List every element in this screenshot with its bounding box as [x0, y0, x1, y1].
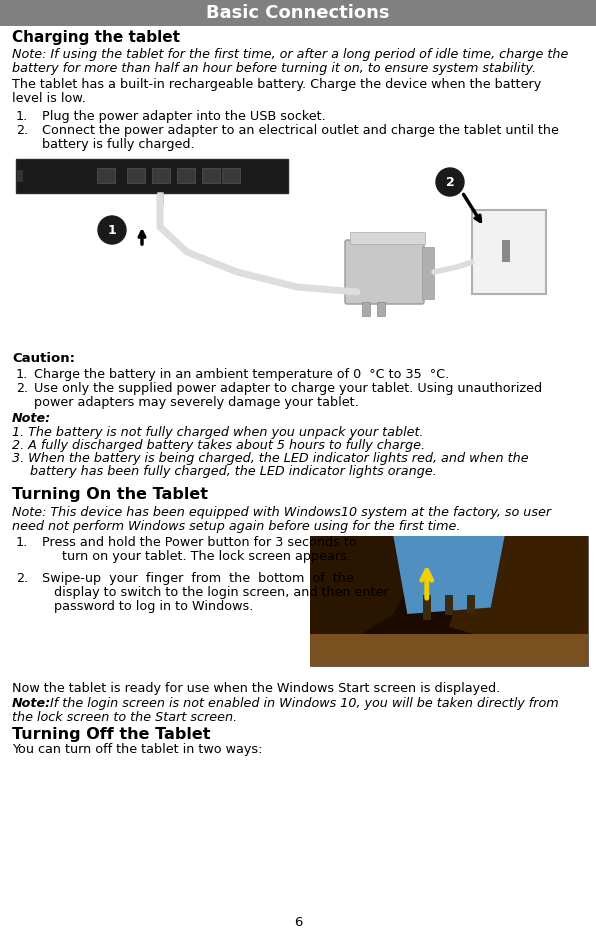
Text: Turning Off the Tablet: Turning Off the Tablet	[12, 727, 210, 742]
FancyBboxPatch shape	[345, 240, 424, 304]
Text: 2.: 2.	[16, 382, 28, 395]
Text: 2.: 2.	[16, 124, 28, 137]
FancyBboxPatch shape	[445, 595, 453, 614]
FancyBboxPatch shape	[12, 152, 584, 342]
Text: Swipe-up  your  finger  from  the  bottom  of  the: Swipe-up your finger from the bottom of …	[42, 572, 354, 585]
Text: 6: 6	[294, 916, 302, 929]
Text: Note: If using the tablet for the first time, or after a long period of idle tim: Note: If using the tablet for the first …	[12, 48, 569, 61]
Text: Note:: Note:	[12, 412, 51, 425]
Text: password to log in to Windows.: password to log in to Windows.	[42, 600, 253, 613]
Text: You can turn off the tablet in two ways:: You can turn off the tablet in two ways:	[12, 743, 262, 756]
Text: Use only the supplied power adapter to charge your tablet. Using unauthorized: Use only the supplied power adapter to c…	[34, 382, 542, 395]
Text: 3. When the battery is being charged, the LED indicator lights red, and when the: 3. When the battery is being charged, th…	[12, 452, 529, 465]
Text: level is low.: level is low.	[12, 92, 86, 105]
Text: need not perform Windows setup again before using for the first time.: need not perform Windows setup again bef…	[12, 520, 460, 533]
Polygon shape	[310, 536, 435, 666]
FancyBboxPatch shape	[502, 240, 510, 262]
FancyBboxPatch shape	[310, 536, 588, 666]
FancyBboxPatch shape	[222, 168, 240, 183]
Text: 1.: 1.	[16, 536, 28, 549]
FancyBboxPatch shape	[362, 302, 370, 316]
Text: 1.: 1.	[16, 368, 28, 381]
FancyBboxPatch shape	[152, 168, 170, 183]
FancyBboxPatch shape	[422, 247, 434, 299]
FancyBboxPatch shape	[202, 168, 220, 183]
Text: Plug the power adapter into the USB socket.: Plug the power adapter into the USB sock…	[42, 110, 326, 123]
Text: 2. A fully discharged battery takes about 5 hours to fully charge.: 2. A fully discharged battery takes abou…	[12, 439, 425, 452]
Text: If the login screen is not enabled in Windows 10, you will be taken directly fro: If the login screen is not enabled in Wi…	[46, 697, 558, 710]
Text: display to switch to the login screen, and then enter: display to switch to the login screen, a…	[42, 586, 389, 599]
Polygon shape	[449, 536, 588, 666]
FancyBboxPatch shape	[423, 595, 431, 620]
Text: Now the tablet is ready for use when the Windows Start screen is displayed.: Now the tablet is ready for use when the…	[12, 682, 500, 695]
Polygon shape	[393, 536, 505, 614]
Text: Basic Connections: Basic Connections	[206, 4, 390, 22]
FancyBboxPatch shape	[127, 168, 145, 183]
FancyBboxPatch shape	[0, 0, 596, 26]
Text: Turning On the Tablet: Turning On the Tablet	[12, 487, 208, 502]
Text: 1.: 1.	[16, 110, 28, 123]
Text: Note:: Note:	[12, 697, 51, 710]
FancyBboxPatch shape	[472, 210, 546, 294]
Text: Caution:: Caution:	[12, 352, 75, 365]
FancyBboxPatch shape	[310, 634, 588, 666]
Text: 2: 2	[446, 176, 454, 189]
Text: The tablet has a built-in rechargeable battery. Charge the device when the batte: The tablet has a built-in rechargeable b…	[12, 78, 541, 91]
FancyBboxPatch shape	[97, 168, 115, 183]
Text: Charge the battery in an ambient temperature of 0  °C to 35  °C.: Charge the battery in an ambient tempera…	[34, 368, 449, 381]
Circle shape	[436, 168, 464, 196]
FancyBboxPatch shape	[17, 170, 23, 182]
FancyBboxPatch shape	[467, 595, 475, 612]
Text: 1. The battery is not fully charged when you unpack your tablet.: 1. The battery is not fully charged when…	[12, 426, 424, 439]
Text: Charging the tablet: Charging the tablet	[12, 30, 180, 45]
FancyBboxPatch shape	[377, 302, 385, 316]
FancyBboxPatch shape	[157, 192, 163, 204]
Text: turn on your tablet. The lock screen appears.: turn on your tablet. The lock screen app…	[42, 550, 351, 563]
Text: power adapters may severely damage your tablet.: power adapters may severely damage your …	[34, 396, 359, 409]
Text: Press and hold the Power button for 3 seconds to: Press and hold the Power button for 3 se…	[42, 536, 357, 549]
FancyBboxPatch shape	[16, 159, 288, 193]
Text: Note: This device has been equipped with Windows10 system at the factory, so use: Note: This device has been equipped with…	[12, 506, 551, 519]
Circle shape	[98, 216, 126, 244]
Text: 2.: 2.	[16, 572, 28, 585]
Text: battery for more than half an hour before turning it on, to ensure system stabil: battery for more than half an hour befor…	[12, 62, 536, 75]
Text: the lock screen to the Start screen.: the lock screen to the Start screen.	[12, 711, 237, 724]
Text: Connect the power adapter to an electrical outlet and charge the tablet until th: Connect the power adapter to an electric…	[42, 124, 559, 137]
Text: battery is fully charged.: battery is fully charged.	[42, 138, 195, 151]
FancyBboxPatch shape	[350, 232, 425, 244]
Text: battery has been fully charged, the LED indicator lights orange.: battery has been fully charged, the LED …	[30, 465, 437, 478]
FancyBboxPatch shape	[177, 168, 195, 183]
Text: 1: 1	[108, 223, 116, 237]
